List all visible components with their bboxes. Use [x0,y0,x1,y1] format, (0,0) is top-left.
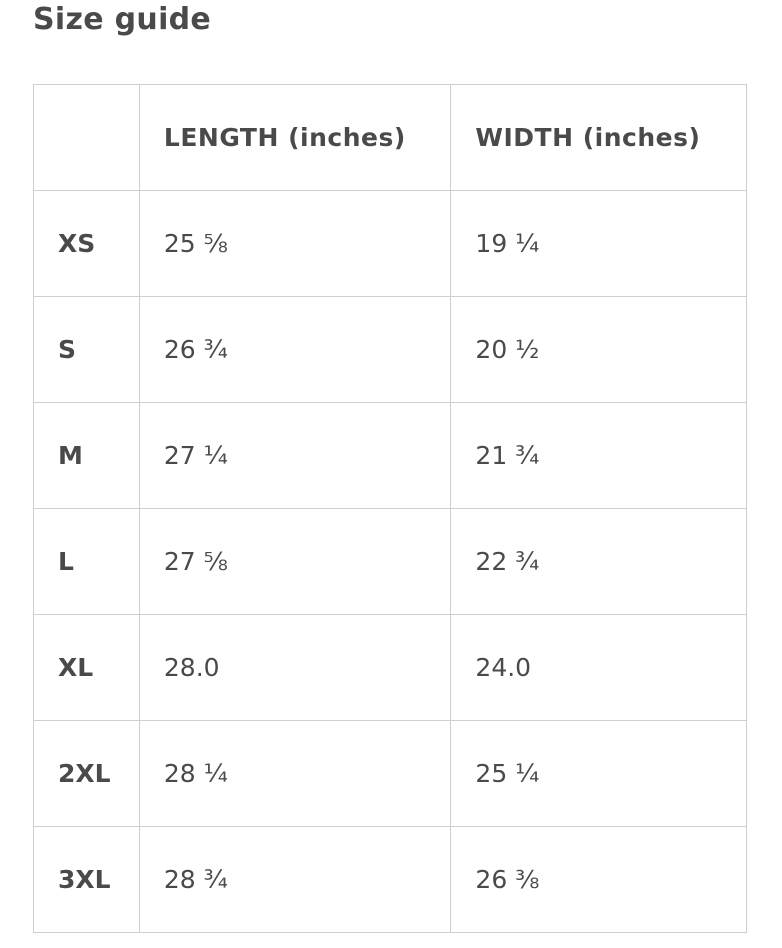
table-row: XL 28.0 24.0 [33,614,747,721]
table-row: 3XL 28 ¾ 26 ⅜ [33,826,747,933]
header-size [33,84,140,191]
width-cell: 26 ⅜ [450,826,747,933]
length-cell: 27 ⅝ [138,508,452,615]
table-row: 2XL 28 ¼ 25 ¼ [33,720,747,827]
size-cell: L [33,508,140,615]
length-cell: 28.0 [138,614,452,721]
page-title: Size guide [33,2,212,37]
table-row: M 27 ¼ 21 ¾ [33,402,747,509]
table-row: S 26 ¾ 20 ½ [33,296,747,403]
length-cell: 28 ¼ [138,720,452,827]
length-cell: 28 ¾ [138,826,452,933]
width-cell: 22 ¾ [450,508,747,615]
size-cell: XL [33,614,140,721]
length-cell: 26 ¾ [138,296,452,403]
width-cell: 21 ¾ [450,402,747,509]
size-cell: XS [33,190,140,297]
width-cell: 25 ¼ [450,720,747,827]
header-width: WIDTH (inches) [450,84,747,191]
width-cell: 20 ½ [450,296,747,403]
size-table: LENGTH (inches) WIDTH (inches) XS 25 ⅝ 19 … [33,84,747,933]
width-cell: 19 ¼ [450,190,747,297]
header-row: LENGTH (inches) WIDTH (inches) [33,84,747,191]
length-cell: 27 ¼ [138,402,452,509]
table-row: L 27 ⅝ 22 ¾ [33,508,747,615]
table-row: XS 25 ⅝ 19 ¼ [33,190,747,297]
header-length: LENGTH (inches) [138,84,452,191]
size-cell: S [33,296,140,403]
length-cell: 25 ⅝ [138,190,452,297]
size-cell: 3XL [33,826,140,933]
width-cell: 24.0 [450,614,747,721]
size-cell: 2XL [33,720,140,827]
size-cell: M [33,402,140,509]
